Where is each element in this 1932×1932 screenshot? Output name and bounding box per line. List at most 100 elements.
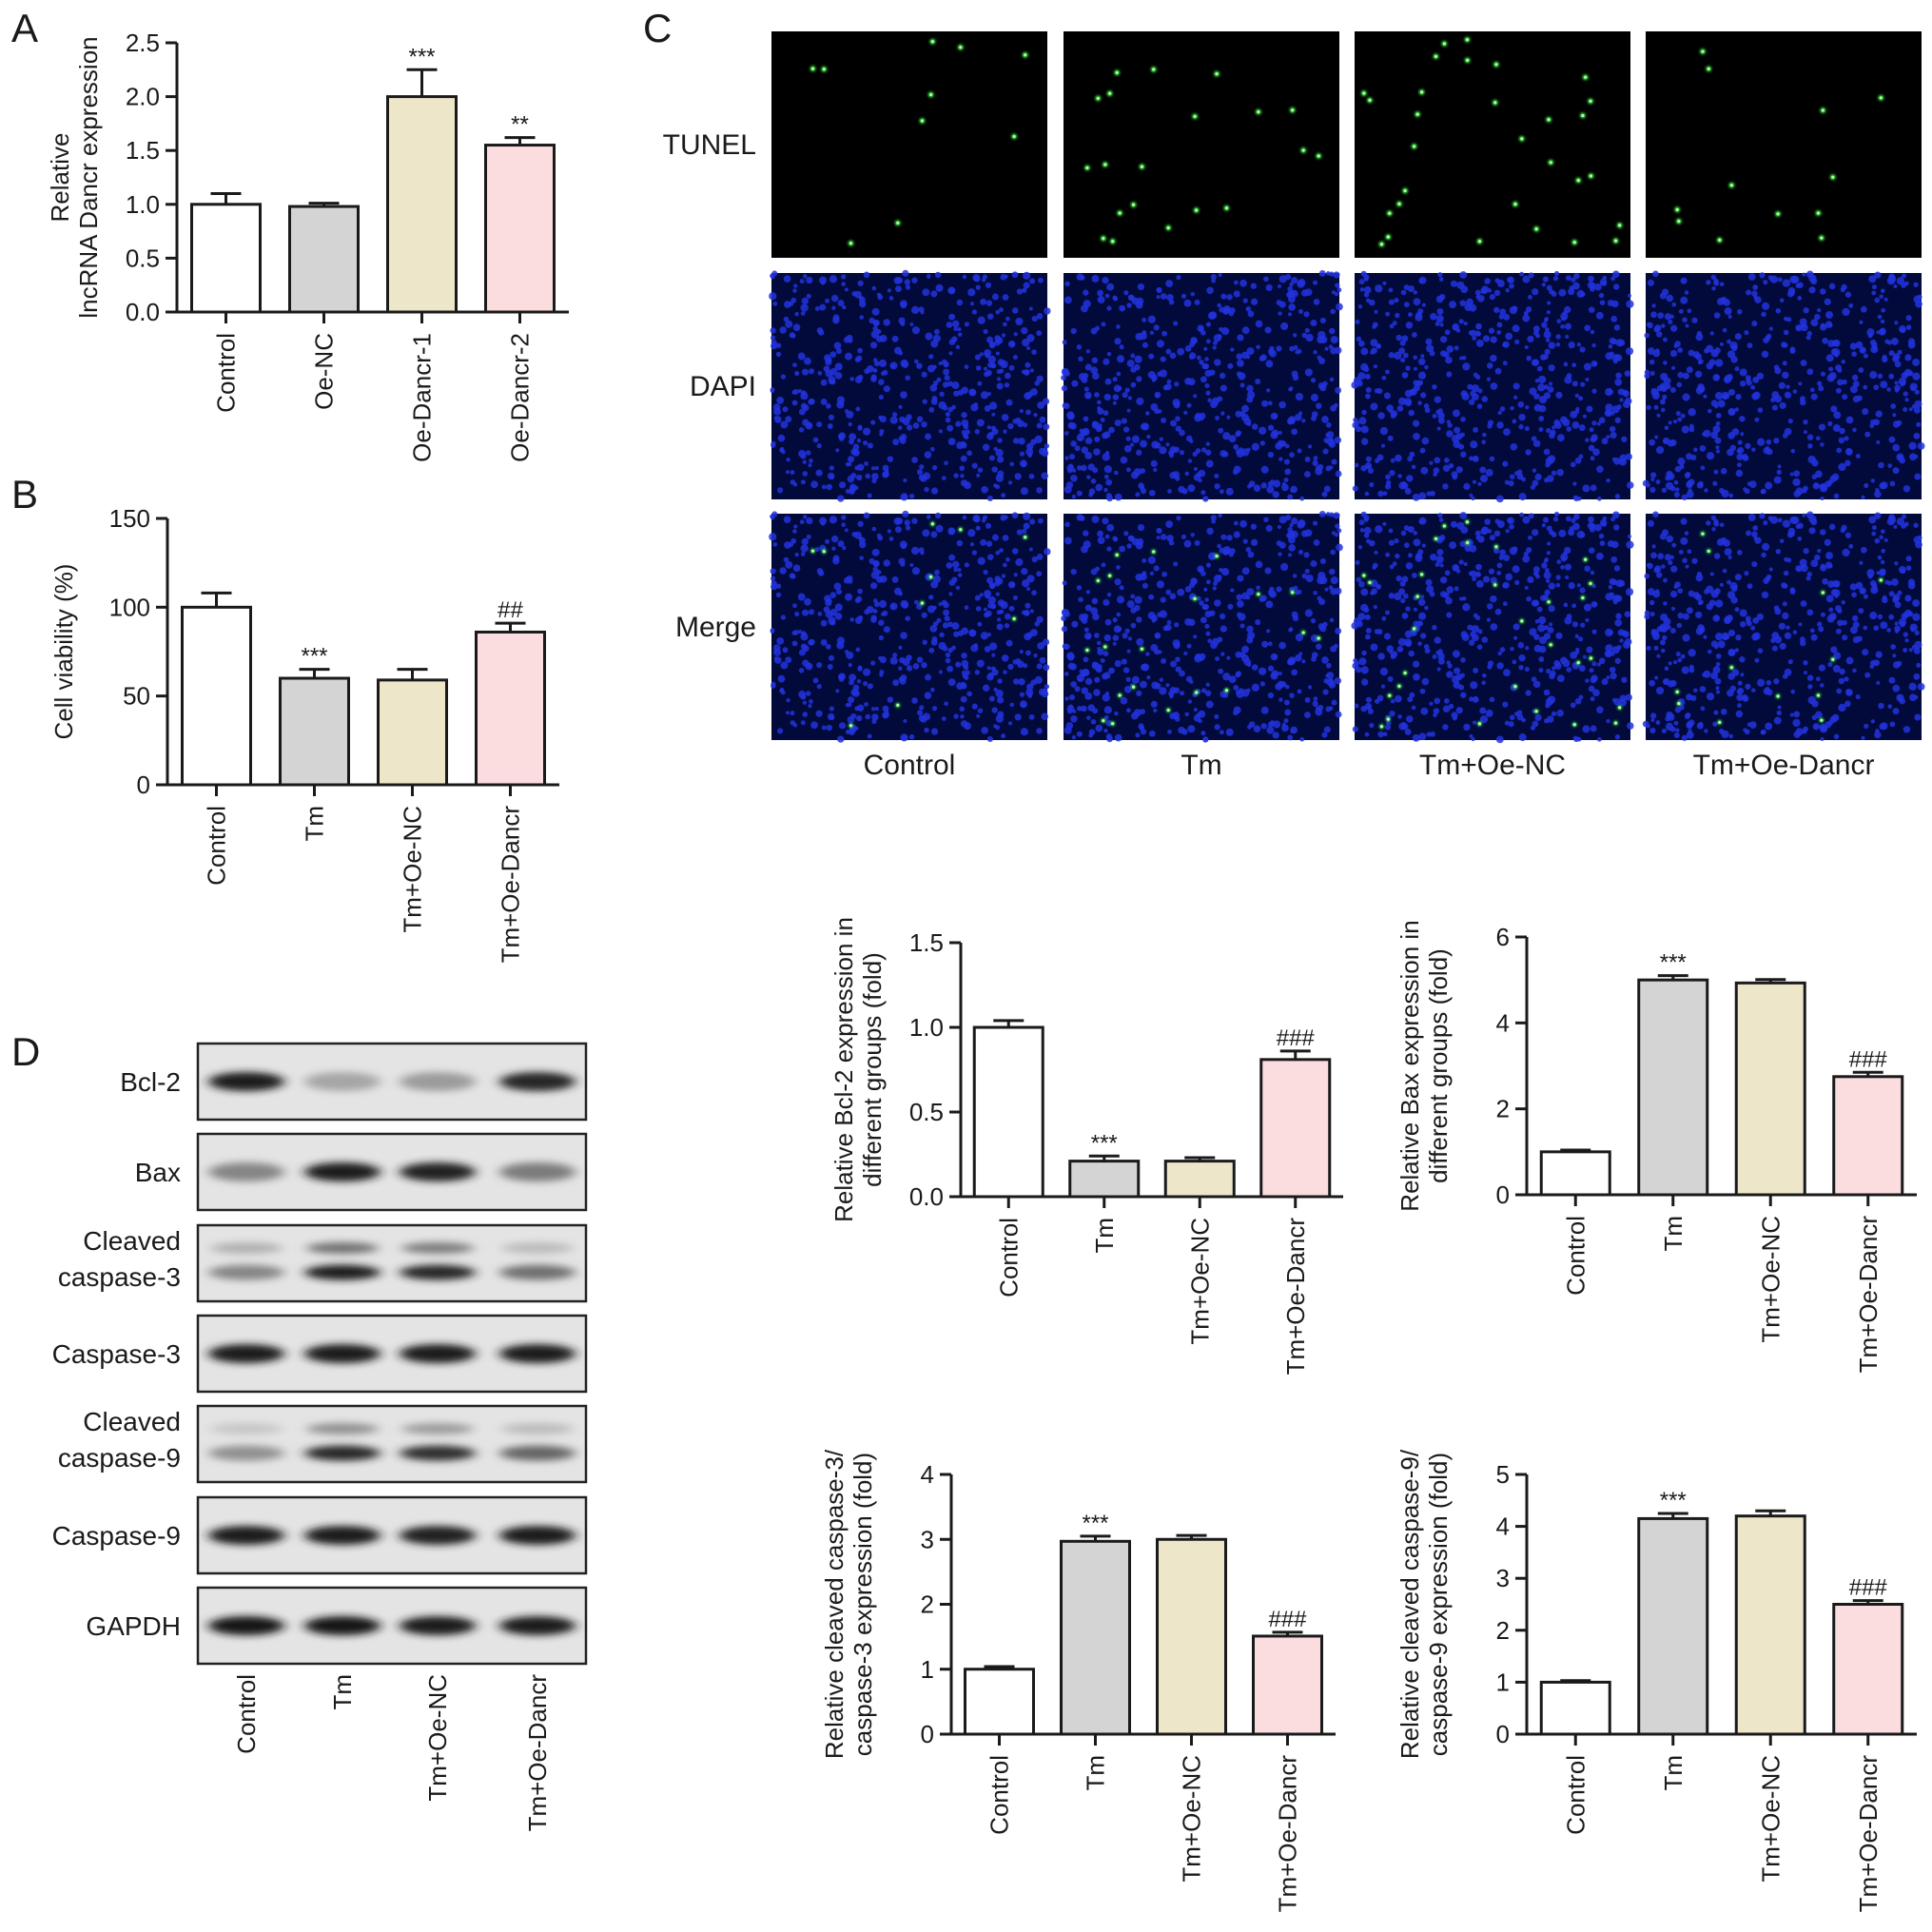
lane-label: Tm [328,1674,357,1710]
bar-tm-oe-dancr [1832,1075,1904,1197]
protein-label: caspase-3 [58,1262,181,1292]
significance-label: *** [1091,1130,1118,1156]
y-tick-label: 1.0 [126,190,160,219]
y-tick-label: 2.0 [126,83,160,111]
significance-label: *** [1660,950,1687,976]
y-tick-label: 4 [921,1460,934,1489]
protein-label: caspase-9 [58,1443,181,1473]
bar-oe-dancr-2 [484,144,556,314]
x-tick-label: Control [203,806,231,886]
panel-d-western-blot: Bcl-2 Bax Cleaved caspase-3 Caspase-3 Cleaved… [52,1042,588,1831]
western-blot-band [499,1072,576,1091]
bar-tm-oe-dancr [1252,1634,1323,1736]
blot-row-cleaved-caspase-9: Cleaved caspase-9 [58,1404,588,1484]
significance-label: *** [1082,1511,1108,1536]
bar-tm-oe-dancr [1259,1058,1332,1199]
chart-cleaved-caspase3-ratio: 0 1 2 3 4 Relative cleaved caspase-3/caspase-… [820,1449,1336,1912]
row-label-tunel: TUNEL [663,129,756,161]
y-axis-label: Relative Bcl-2 expression in [829,917,858,1222]
bar-control [190,203,262,314]
x-tick-label: Tm+Oe-Dancr [1854,1216,1883,1374]
western-blot-band [208,1264,284,1280]
bar-control [964,1668,1035,1736]
y-tick-label: 2 [1496,1616,1510,1645]
bar-oe-dancr-1 [386,95,458,314]
chart-a-relative-lncrna-dancr: 0.0 0.5 1.0 1.5 2.0 2.5 Relative lncRNA Dancr e… [46,29,569,462]
x-tick-label: Control [212,333,241,413]
x-tick-label: Oe-Dancr-1 [408,333,437,462]
blot-row-cleaved-caspase-3: Cleaved caspase-3 [58,1223,588,1303]
y-axis-label: Relative Bax expression in [1395,920,1424,1211]
significance-label: ** [511,112,529,138]
micrograph-dapi [769,269,1051,502]
x-tick-label: Tm+Oe-Dancr [1274,1755,1302,1913]
micrograph-merge [1642,511,1925,742]
x-tick-label: Control [1561,1216,1590,1296]
panel-label-a: A [11,6,38,50]
y-tick-label: 0.5 [909,1098,944,1126]
chart-b-cell-viability: 0 50 100 150 Cell viability (%) Control *** Tm T… [49,504,559,963]
column-label: Control [864,750,956,781]
western-blot-band [499,1445,576,1461]
y-tick-label: 2.5 [126,29,160,57]
bar-control [1539,1150,1611,1197]
western-blot-band [400,1526,476,1545]
x-tick-label: Control [994,1218,1023,1298]
y-axis-label: Relative cleaved caspase-3/ [820,1449,849,1759]
significance-label: ### [1277,1025,1316,1051]
row-label-merge: Merge [675,612,756,643]
blot-row-bax: Bax [135,1132,588,1212]
y-axis-label: different groups (fold) [1424,948,1453,1183]
western-blot-band [401,1423,474,1434]
x-tick-label: Control [986,1755,1014,1835]
x-tick-label: Tm [301,806,329,842]
western-blot-band [306,1242,379,1254]
x-tick-label: Tm+Oe-NC [1756,1755,1785,1883]
micrograph-tunel [771,31,1047,258]
western-blot-band [501,1242,574,1254]
y-tick-label: 1 [921,1655,934,1684]
micrograph-merge [1351,511,1634,744]
x-tick-label: Tm+Oe-NC [1756,1216,1785,1343]
western-blot-band [208,1526,284,1545]
protein-label: Bax [135,1158,181,1187]
y-axis-label: Relative [46,133,74,223]
bar-tm [1637,1516,1709,1736]
protein-label: Cleaved [83,1226,181,1256]
lane-label: Tm+Oe-NC [423,1674,452,1802]
western-blot-band [210,1423,283,1434]
y-tick-label: 3 [921,1525,934,1553]
x-tick-label: Tm+Oe-NC [399,806,427,933]
y-tick-label: 0 [137,771,150,799]
protein-label: Caspase-3 [52,1339,181,1369]
y-tick-label: 1.0 [909,1013,944,1042]
y-tick-label: 0 [1496,1181,1510,1209]
x-tick-label: Tm [1659,1755,1688,1791]
bar-control [181,605,252,787]
western-blot-band [208,1162,284,1181]
western-blot-band [499,1616,576,1635]
y-tick-label: 3 [1496,1564,1510,1592]
bar-tm-oe-nc [1163,1160,1236,1199]
western-blot-band [401,1242,474,1254]
y-tick-label: 5 [1496,1460,1510,1489]
bar-tm [1637,978,1709,1197]
y-axis-label: Relative cleaved caspase-9/ [1395,1449,1424,1759]
significance-label: ### [1849,1046,1888,1072]
y-axis-label: Cell viability (%) [49,564,78,740]
protein-label: Bcl-2 [120,1067,181,1097]
chart-cleaved-caspase9-ratio: 0 1 2 3 4 5 Relative cleaved caspase-9/caspase… [1395,1449,1917,1912]
panel-c-tunel-staining: TUNEL DAPI Merge Control Tm Tm+Oe-NC Tm+Oe-Dan… [663,31,1925,781]
western-blot-band [400,1616,476,1635]
micrograph-tunel [1646,31,1922,258]
blot-row-caspase-9: Caspase-9 [52,1495,588,1575]
x-tick-label: Tm [1090,1218,1119,1254]
y-axis-label: caspase-9 expression (fold) [1424,1453,1453,1756]
significance-label: ### [1849,1575,1888,1601]
significance-label: ### [1268,1607,1307,1632]
y-tick-label: 1 [1496,1668,1510,1696]
y-tick-label: 4 [1496,1512,1510,1541]
western-blot-band [499,1344,576,1363]
significance-label: *** [301,644,327,670]
